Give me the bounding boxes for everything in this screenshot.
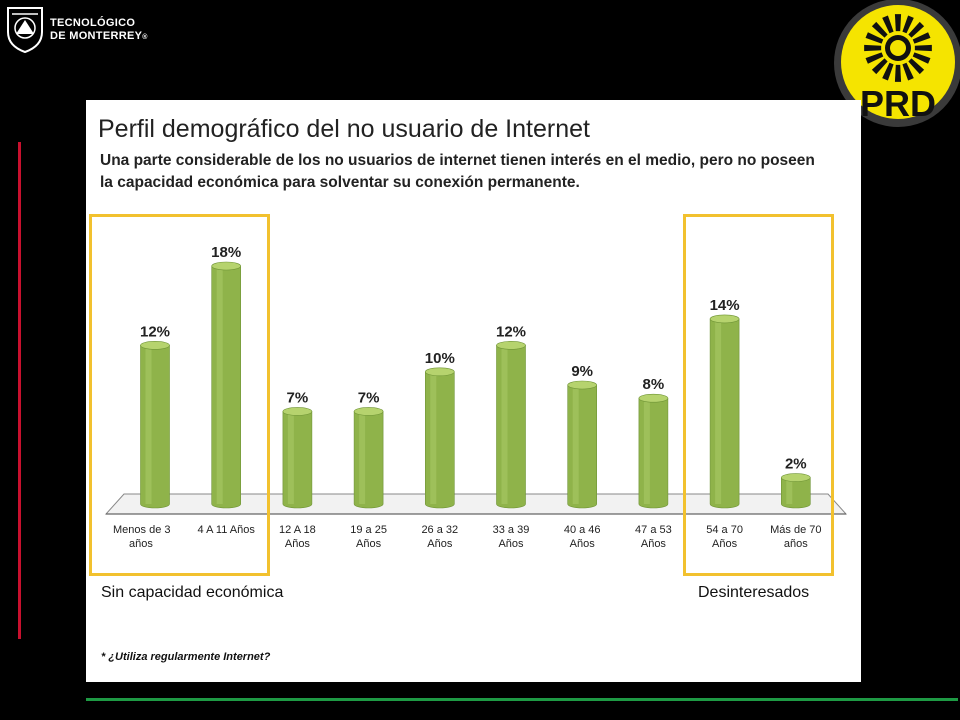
bar [496,345,526,509]
category-label: Menos de 3 [113,524,170,536]
bar [567,384,597,509]
red-accent-line [18,142,21,639]
highlight-box-no-economic-capacity [89,214,270,576]
category-label: Más de 70 [770,524,821,536]
sun-ray [871,58,888,75]
slide-subtitle: Una parte considerable de los no usuario… [100,152,815,191]
sun-ray [894,64,902,82]
sun-ray [882,62,894,81]
footnote: * ¿Utiliza regularmente Internet? [101,651,271,663]
prd-logo: PRD [834,0,960,127]
category-label: Años [641,538,667,550]
category-label: 26 a 32 [421,524,458,536]
category-label: Años [498,538,524,550]
prd-logo-text: PRD [860,83,936,124]
bar-shine [643,398,650,504]
bar-chart: 12% Menos de 3 años 18% 4 A 11 Años 7% 12 A 18… [104,244,848,550]
sun-ray [912,32,931,44]
sun-ray [865,32,884,44]
category-label: Años [356,538,382,550]
highlight-box-uninterested [683,214,834,576]
category-label: 33 a 39 [493,524,530,536]
bar-top [496,341,526,350]
value-label: 12% [496,323,526,340]
bar [638,397,669,509]
label-no-economic-capacity: Sin capacidad económica [101,584,284,601]
sun-ray [864,44,882,52]
sun-ray [908,58,925,75]
bar-top [353,407,384,416]
bar-top [140,341,170,350]
bar-shine [359,411,366,504]
value-label: 12% [140,323,170,340]
value-label: 7% [358,389,380,406]
bar-shine [786,477,793,504]
category-label: 12 A 18 [279,524,316,536]
category-label: 54 a 70 [706,524,743,536]
value-label: 9% [571,363,593,380]
tec-logo-text: TECNOLÓGICO DE MONTERREY® [50,17,148,44]
bar-top [709,314,740,324]
bar [425,371,455,509]
bar-shine [715,318,722,504]
tec-seal-icon [7,7,43,54]
category-label: Años [427,538,453,550]
sun-ray [912,52,931,64]
bar-top [780,473,811,482]
bar-shine [572,385,579,504]
slide-panel: Perfil demográfico del no usuario de Int… [86,100,861,682]
bar-top [424,367,455,377]
bar-shine [287,411,294,504]
value-label: 8% [643,376,665,393]
category-label: Años [570,538,596,550]
category-label: 40 a 46 [564,524,601,536]
sun-ray [908,21,925,38]
sun-ray [865,52,884,64]
value-label: 7% [287,389,309,406]
value-label: 2% [785,456,807,473]
sun-ray [902,15,914,34]
tec-logo-line1: TECNOLÓGICO [50,17,136,29]
sun-ray [914,44,932,52]
tec-monterrey-logo: TECNOLÓGICO DE MONTERREY® [4,4,154,56]
category-label: Años [285,538,311,550]
bar-top [567,380,598,390]
value-label: 10% [425,350,455,367]
bar-top [638,393,669,403]
sun-ray [871,21,888,38]
bar-shine [145,345,152,504]
category-label: 47 a 53 [635,524,672,536]
category-label: 19 a 25 [350,524,387,536]
bar [282,411,313,509]
category-label: Años [712,538,738,550]
category-label: años [129,538,153,550]
sun-ray [882,15,894,34]
category-label: años [784,538,808,550]
bar-shine [430,371,437,504]
bar [353,411,384,509]
value-label: 14% [710,297,740,314]
green-accent-line [86,698,958,701]
bar-top [282,407,313,416]
label-uninterested: Desinteresados [698,584,810,601]
bar-shine [216,266,223,504]
registered-mark: ® [142,34,148,41]
sun-ray [894,14,902,32]
category-label: 4 A 11 Años [198,524,256,536]
bar-shine [501,345,508,504]
bar-top [211,261,241,271]
sun-ray [902,62,914,81]
tec-logo-line2: DE MONTERREY [50,30,143,42]
slide-title: Perfil demográfico del no usuario de Int… [98,115,590,143]
value-label: 18% [211,244,241,261]
